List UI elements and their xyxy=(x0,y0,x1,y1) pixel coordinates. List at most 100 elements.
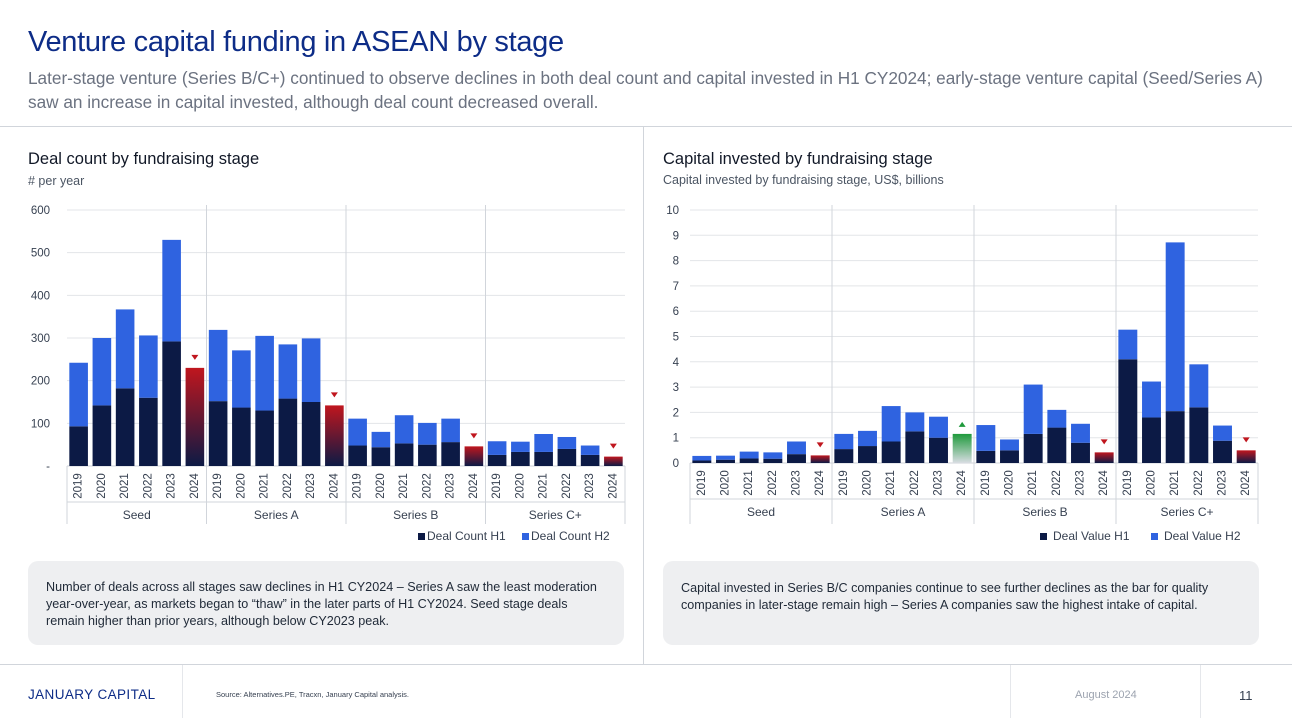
capital-invested-bar-h1 xyxy=(1236,450,1256,463)
legend-swatch xyxy=(418,533,425,540)
capital-invested-bar-h1 xyxy=(1047,427,1067,463)
capital-invested-bar-h1 xyxy=(692,460,712,463)
x-tick-label: 2024 xyxy=(956,470,968,496)
page-number: 11 xyxy=(1239,688,1253,703)
y-tick-label: 2 xyxy=(673,407,679,419)
source-note: Source: Alternatives.PE, Tracxn, January… xyxy=(216,690,410,699)
capital-invested-bar-h2 xyxy=(763,452,783,459)
capital-invested-bar-h2 xyxy=(692,455,712,461)
deal-count-chart-title: Deal count by fundraising stage xyxy=(28,150,260,168)
x-tick-label: 2020 xyxy=(862,470,874,496)
y-tick-label: 300 xyxy=(31,333,50,345)
x-tick-label: 2023 xyxy=(166,473,178,499)
capital-invested-bar-h2 xyxy=(1071,423,1090,443)
x-tick-label: 2020 xyxy=(375,473,387,499)
deal-count-bar-h2 xyxy=(301,338,321,402)
x-tick-label: 2022 xyxy=(142,473,154,499)
capital-invested-bar-h1 xyxy=(1023,433,1043,463)
deal-count-chart: - 100 200 300 400 500 600 2019 2020 2021 2022 2023 2… xyxy=(31,205,626,543)
deal-count-bar-h2 xyxy=(487,441,507,455)
y-tick-label: 400 xyxy=(31,290,50,302)
group-label: Series B xyxy=(393,508,438,522)
group-label: Series B xyxy=(1022,505,1067,519)
x-tick-label: 2020 xyxy=(1004,470,1016,496)
y-tick-label: - xyxy=(46,461,50,473)
group-label: Series C+ xyxy=(529,508,582,522)
x-tick-label: 2022 xyxy=(909,470,921,496)
capital-invested-bar-h1 xyxy=(834,449,854,463)
capital-invested-bar-h2 xyxy=(1213,425,1232,441)
deal-count-note: Number of deals across all stages saw de… xyxy=(28,561,624,645)
capital-invested-bar-h1 xyxy=(1094,452,1114,463)
x-tick-label: 2022 xyxy=(421,473,433,499)
capital-invested-bar-h1 xyxy=(952,433,972,463)
capital-invested-bar-h1 xyxy=(881,441,901,463)
x-tick-label: 2020 xyxy=(96,473,108,499)
capital-invested-bar-h2 xyxy=(1142,381,1161,418)
x-tick-label: 2023 xyxy=(933,470,945,496)
group-label: Series A xyxy=(254,508,299,522)
y-tick-label: 500 xyxy=(31,248,50,260)
deal-count-bar-h1 xyxy=(139,397,158,466)
legend-swatch xyxy=(522,533,529,540)
footer-separator xyxy=(182,665,183,718)
deal-count-bar-h1 xyxy=(115,388,135,466)
deal-count-bar-h1 xyxy=(301,402,321,466)
capital-invested-chart-subtitle: Capital invested by fundraising stage, U… xyxy=(663,173,944,187)
x-tick-label: 2024 xyxy=(607,473,619,499)
capital-invested-bar-h2 xyxy=(1165,242,1185,412)
capital-invested-bar-h2 xyxy=(858,430,877,447)
deal-count-bar-h2 xyxy=(511,441,530,452)
capital-invested-bar-h2 xyxy=(739,451,759,459)
capital-invested-bar-h2 xyxy=(716,455,735,460)
deal-count-bar-h2 xyxy=(534,434,553,452)
x-tick-label: 2024 xyxy=(468,473,480,499)
deal-count-bar-h1 xyxy=(604,456,623,466)
y-tick-label: 6 xyxy=(673,306,679,318)
capital-invested-bar-h1 xyxy=(763,458,783,463)
capital-invested-bar-h1 xyxy=(976,450,996,463)
deal-count-bar-h2 xyxy=(278,344,298,399)
y-tick-label: 100 xyxy=(31,418,50,430)
deal-count-bar-h2 xyxy=(371,431,391,448)
group-label: Seed xyxy=(747,505,775,519)
x-tick-label: 2021 xyxy=(538,473,550,499)
deal-count-bar-h2 xyxy=(208,329,228,402)
capital-invested-bar-h2 xyxy=(881,406,901,442)
capital-invested-chart: 0 1 2 3 4 5 6 7 8 9 10 2019 2020 2021 2022 2023 2024 Seed… xyxy=(666,205,1259,543)
capital-invested-bar-h1 xyxy=(787,454,806,463)
capital-invested-bar-h1 xyxy=(1142,417,1161,463)
capital-invested-bar-h1 xyxy=(905,431,925,463)
deal-count-bar-h2 xyxy=(348,418,367,446)
capital-invested-bar-h2 xyxy=(1047,409,1067,428)
x-tick-label: 2019 xyxy=(73,473,85,499)
capital-invested-bar-h2 xyxy=(1023,384,1043,434)
y-tick-label: 7 xyxy=(673,281,679,293)
x-tick-label: 2024 xyxy=(328,473,340,499)
company-logo: JANUARY CAPITAL xyxy=(28,687,156,702)
capital-invested-bar-h2 xyxy=(1189,364,1209,408)
x-tick-label: 2019 xyxy=(491,473,503,499)
legend-label: Deal Count H2 xyxy=(531,529,610,543)
capital-invested-note: Capital invested in Series B/C companies… xyxy=(663,561,1259,645)
y-tick-label: 3 xyxy=(673,382,679,394)
x-tick-label: 2019 xyxy=(352,473,364,499)
x-tick-label: 2019 xyxy=(980,470,992,496)
capital-invested-bar-h2 xyxy=(1000,439,1019,451)
trend-down-arrow-icon xyxy=(1242,437,1250,443)
capital-invested-bar-h1 xyxy=(858,446,877,463)
deal-count-bar-h2 xyxy=(162,239,181,342)
deal-count-bar-h1 xyxy=(69,426,88,466)
deal-count-bar-h1 xyxy=(511,451,530,466)
deal-count-bar-h1 xyxy=(162,341,181,466)
capital-invested-bar-h1 xyxy=(716,459,735,463)
capital-invested-bar-h2 xyxy=(787,441,806,455)
deal-count-bar-h2 xyxy=(441,418,460,443)
deal-count-bar-h1 xyxy=(464,446,484,466)
deal-count-bar-h2 xyxy=(115,309,135,389)
footer-separator xyxy=(1200,665,1201,718)
page-subtitle: Later-stage venture (Series B/C+) contin… xyxy=(28,68,1263,112)
deal-count-bar-h1 xyxy=(208,401,228,466)
deal-count-bar-h1 xyxy=(325,405,344,466)
report-date: August 2024 xyxy=(1075,689,1137,701)
